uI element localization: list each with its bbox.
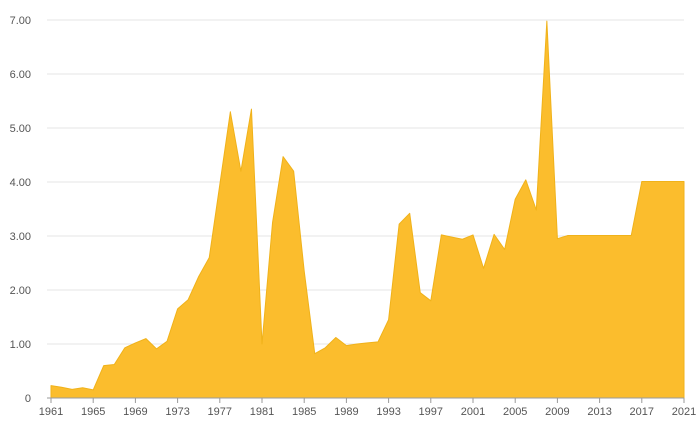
x-tick-label: 1973 bbox=[165, 406, 189, 418]
y-tick-label: 5.00 bbox=[10, 123, 31, 135]
x-tick-label: 2013 bbox=[587, 406, 611, 418]
x-tick-label: 1989 bbox=[334, 406, 358, 418]
x-tick-label: 1997 bbox=[419, 406, 443, 418]
y-tick-label: 4.00 bbox=[10, 177, 31, 189]
gridlines bbox=[47, 19, 684, 345]
y-tick-label: 1.00 bbox=[10, 339, 31, 351]
y-tick-label: 3.00 bbox=[10, 231, 31, 243]
x-tick-label: 2001 bbox=[461, 406, 485, 418]
x-tick-label: 1977 bbox=[208, 406, 232, 418]
x-tick-label: 2017 bbox=[630, 406, 654, 418]
x-tick-label: 2021 bbox=[672, 406, 696, 418]
y-tick-label: 0 bbox=[25, 393, 31, 405]
y-tick-label: 7.00 bbox=[10, 15, 31, 27]
x-tick-label: 1969 bbox=[123, 406, 147, 418]
x-tick-label: 1993 bbox=[376, 406, 400, 418]
x-tick-label: 2009 bbox=[545, 406, 569, 418]
x-tick-label: 1985 bbox=[292, 406, 316, 418]
y-tick-label: 2.00 bbox=[10, 285, 31, 297]
x-tick-label: 1981 bbox=[250, 406, 274, 418]
x-axis: 1961 1965 1969 1973 1977 1981 1985 1989 1993 1997… bbox=[39, 397, 696, 418]
y-tick-label: 6.00 bbox=[10, 69, 31, 81]
area-series bbox=[50, 20, 685, 399]
x-tick-label: 1961 bbox=[39, 406, 63, 418]
y-axis: 0 1.00 2.00 3.00 4.00 5.00 6.00 7.00 bbox=[10, 15, 31, 405]
x-tick-label: 2005 bbox=[503, 406, 527, 418]
x-tick-label: 1965 bbox=[81, 406, 105, 418]
area-fill bbox=[50, 20, 685, 399]
